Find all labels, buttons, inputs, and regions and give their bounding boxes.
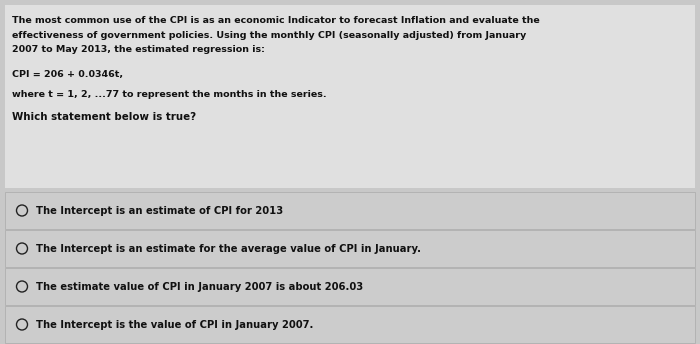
- FancyBboxPatch shape: [5, 192, 695, 229]
- Text: 2007 to May 2013, the estimated regression is:: 2007 to May 2013, the estimated regressi…: [12, 45, 265, 54]
- Text: The most common use of the CPI is as an economic Indicator to forecast Inflation: The most common use of the CPI is as an …: [12, 16, 540, 25]
- Text: where t = 1, 2, ...77 to represent the months in the series.: where t = 1, 2, ...77 to represent the m…: [12, 90, 327, 99]
- FancyBboxPatch shape: [5, 230, 695, 267]
- Text: The estimate value of CPI in January 2007 is about 206.03: The estimate value of CPI in January 200…: [36, 281, 363, 291]
- FancyBboxPatch shape: [5, 5, 695, 188]
- Text: The Intercept is the value of CPI in January 2007.: The Intercept is the value of CPI in Jan…: [36, 320, 314, 330]
- Text: CPI = 206 + 0.0346t,: CPI = 206 + 0.0346t,: [12, 69, 123, 78]
- Text: effectiveness of government policies. Using the monthly CPI (seasonally adjusted: effectiveness of government policies. Us…: [12, 31, 526, 40]
- Text: The Intercept is an estimate of CPI for 2013: The Intercept is an estimate of CPI for …: [36, 205, 283, 215]
- Text: Which statement below is true?: Which statement below is true?: [12, 112, 196, 122]
- FancyBboxPatch shape: [5, 268, 695, 305]
- FancyBboxPatch shape: [5, 306, 695, 343]
- Text: The Intercept is an estimate for the average value of CPI in January.: The Intercept is an estimate for the ave…: [36, 244, 421, 254]
